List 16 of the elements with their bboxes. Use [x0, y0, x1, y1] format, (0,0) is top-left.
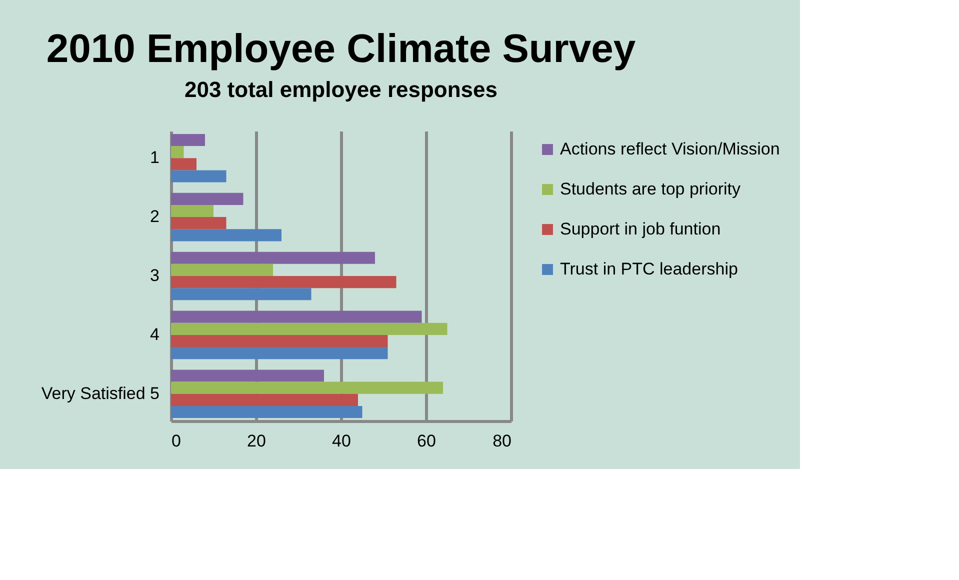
y-tick-label: 2 — [150, 207, 160, 226]
x-tick-label: 40 — [332, 432, 351, 450]
y-tick-label: 1 — [150, 148, 160, 168]
legend-label: Students are top priority — [560, 180, 741, 198]
y-tick-label: 4 — [150, 324, 160, 344]
chart-title: 2010 Employee Climate Survey — [46, 27, 636, 71]
legend-label: Trust in PTC leadership — [560, 260, 738, 278]
chart-subtitle: 203 total employee responses — [184, 77, 498, 102]
x-tick-label: 20 — [247, 432, 266, 450]
x-tick-label: 60 — [417, 432, 436, 450]
y-tick-label: 3 — [150, 266, 160, 285]
x-tick-label: 0 — [172, 432, 181, 450]
legend-label: Support in job funtion — [560, 220, 721, 238]
legend-label: Actions reflect Vision/Mission — [560, 140, 780, 158]
y-tick-label: Very Satisfied 5 — [41, 384, 160, 403]
x-tick-label: 80 — [492, 432, 512, 450]
